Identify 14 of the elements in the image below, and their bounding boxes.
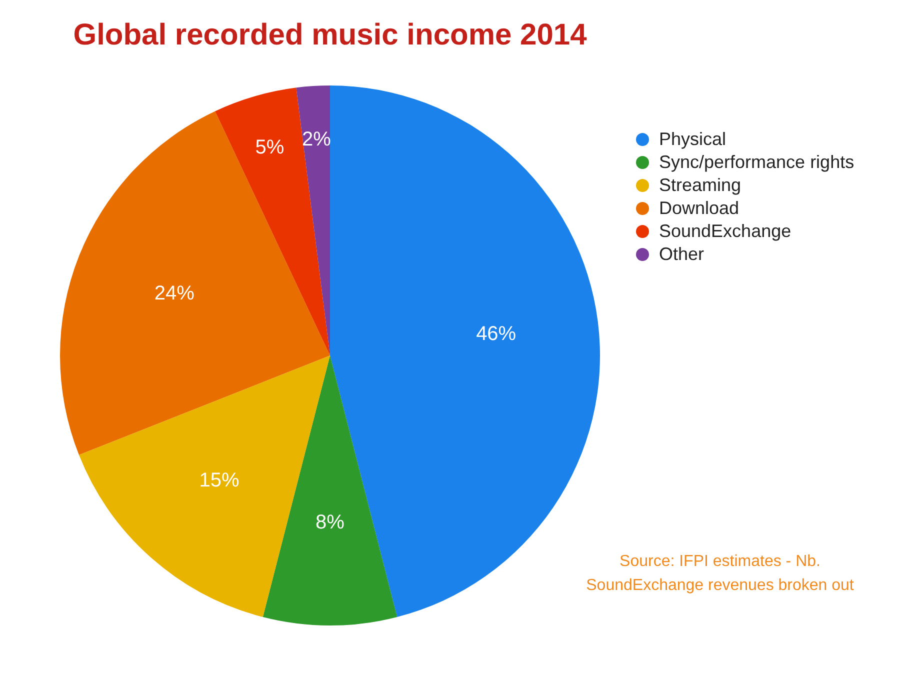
data-label: 46%: [476, 323, 516, 346]
data-label: 5%: [255, 136, 284, 159]
legend-label: Other: [659, 244, 704, 265]
data-label: 8%: [316, 511, 345, 534]
source-note: Source: IFPI estimates - Nb. SoundExchange revenues broken out: [585, 552, 855, 596]
data-label: 15%: [199, 470, 240, 492]
data-label: 24%: [154, 282, 195, 304]
legend-label: Download: [659, 198, 740, 219]
data-label: 2%: [302, 128, 332, 150]
legend-label: Physical: [659, 129, 726, 150]
legend-label: Sync/performance rights: [659, 152, 854, 173]
chart-title: Global recorded music income 2014: [73, 18, 588, 52]
legend-label: SoundExchange: [659, 221, 792, 242]
legend-label: Streaming: [659, 175, 742, 196]
